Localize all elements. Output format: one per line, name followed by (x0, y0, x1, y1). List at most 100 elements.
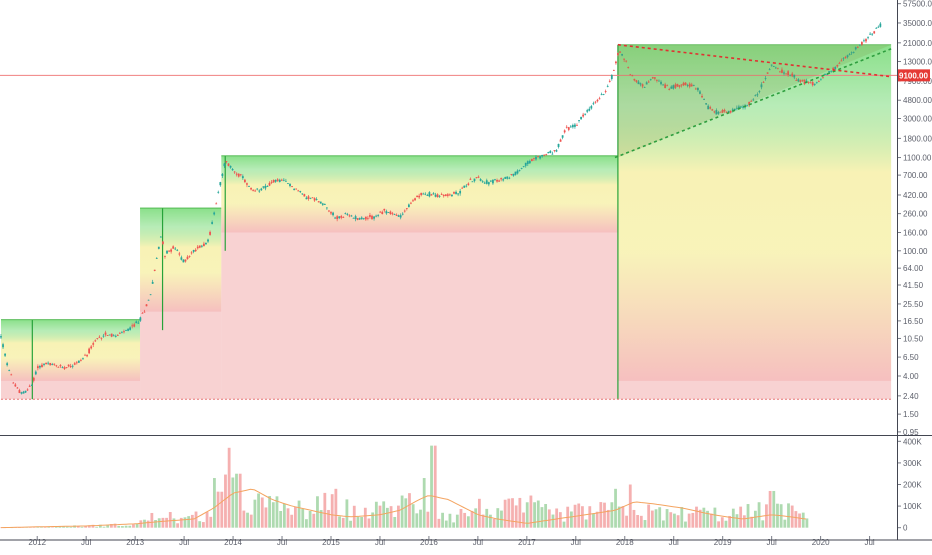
volume-bar (533, 502, 536, 528)
volume-bar (588, 506, 592, 528)
volume-bar (724, 520, 728, 528)
candle (781, 69, 783, 73)
candle (836, 64, 839, 67)
candle (397, 215, 400, 217)
candle (590, 106, 593, 109)
candle (291, 186, 293, 188)
volume-bar (360, 517, 364, 528)
candle (424, 193, 427, 195)
candle (479, 179, 482, 181)
candle (16, 387, 19, 389)
candle (738, 106, 740, 110)
volume-bar (205, 511, 209, 528)
time-tick-label: 2012 (28, 538, 46, 547)
volume-bar (610, 502, 614, 528)
candle (203, 243, 205, 247)
price-tick-label: 1100.00 (903, 154, 932, 163)
candle (871, 33, 874, 35)
candle (809, 82, 812, 84)
candle (666, 85, 669, 87)
candle (604, 91, 607, 93)
volume-bar (216, 491, 220, 528)
volume-bar (341, 517, 345, 528)
candle (594, 101, 597, 103)
candle (668, 89, 671, 90)
candle (526, 161, 529, 165)
candle (362, 217, 365, 219)
candle (549, 150, 552, 154)
volume-bar (224, 474, 227, 528)
time-tick-label: Jul (277, 538, 287, 547)
volume-bar (345, 499, 349, 528)
candle (471, 181, 474, 183)
candle (791, 73, 794, 77)
volume-bar (617, 506, 621, 528)
candle (90, 346, 93, 349)
candle (106, 335, 109, 336)
volume-bar (625, 515, 628, 528)
candle (143, 311, 146, 313)
candle (842, 58, 845, 60)
volume-bar (444, 520, 448, 528)
candle (241, 176, 244, 179)
volume-bar (102, 526, 106, 528)
candle (356, 218, 359, 220)
candle (686, 85, 689, 86)
candle (793, 74, 796, 78)
volume-bar (665, 509, 669, 528)
candle (776, 67, 779, 69)
candle (321, 203, 324, 205)
candle (174, 248, 177, 250)
candle (346, 214, 349, 215)
candle (141, 312, 144, 314)
candle (73, 363, 76, 365)
candle (244, 179, 246, 183)
candle (239, 174, 242, 176)
candle (444, 194, 447, 197)
candle (342, 216, 345, 218)
volume-bar (419, 509, 422, 528)
time-tick-label: Jul (81, 538, 91, 547)
volume-bar (536, 500, 540, 528)
volume-bar (684, 521, 687, 528)
time-tick-label: Jul (473, 538, 483, 547)
candle (717, 112, 720, 114)
candle (608, 80, 611, 82)
candle (205, 242, 207, 245)
volume-bar (691, 512, 695, 528)
candle (500, 178, 503, 180)
price-tick-label: 16.50 (903, 317, 924, 326)
candle (377, 215, 380, 216)
candle (856, 46, 859, 48)
candle (533, 157, 535, 159)
candle (565, 126, 568, 128)
candle (41, 364, 43, 368)
candle (86, 355, 88, 357)
price-tick-label: 160.00 (903, 229, 928, 238)
candle (344, 213, 347, 215)
volume-bar (739, 506, 743, 528)
volume-bar (47, 526, 51, 528)
band-gradient-1 (140, 208, 222, 312)
candle (303, 194, 306, 197)
candle (235, 173, 238, 175)
time-tick-label: 2016 (420, 538, 438, 547)
candle (690, 84, 693, 87)
volume-bar (389, 506, 393, 528)
candle (617, 53, 619, 56)
candle (510, 174, 513, 175)
candle (168, 250, 170, 252)
volume-bar (492, 518, 496, 528)
time-tick-label: 2020 (812, 538, 830, 547)
volume-tick-label: 300K (903, 459, 922, 468)
candle (682, 82, 685, 86)
candle (867, 37, 869, 39)
candle (494, 179, 496, 181)
volume-bar (746, 504, 750, 528)
volume-bar (356, 516, 360, 528)
volume-bar (798, 513, 801, 528)
candle (47, 362, 50, 364)
volume-bar (146, 520, 150, 528)
